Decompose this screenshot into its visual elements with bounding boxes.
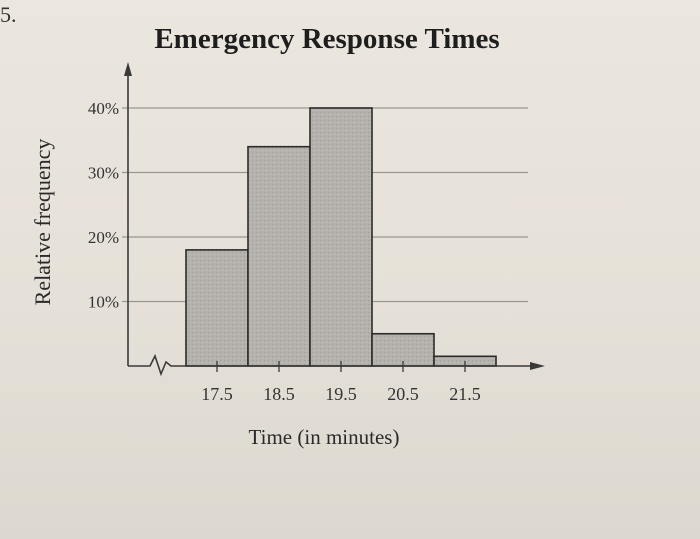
x-axis-arrow (530, 362, 545, 370)
bar-17.5 (185, 249, 249, 367)
x-ticks: 17.5 18.5 19.5 20.5 21.5 (201, 361, 481, 404)
y-axis-label: Relative frequency (30, 139, 55, 306)
x-axis-line (128, 353, 540, 377)
axes (124, 62, 545, 377)
x-tick-label-21.5: 21.5 (449, 384, 481, 404)
bar-19.5 (309, 107, 373, 367)
y-tick-label-40: 40% (88, 99, 119, 118)
x-tick-label-20.5: 20.5 (387, 384, 419, 404)
y-axis-arrow (124, 62, 132, 76)
y-tick-label-30: 30% (88, 164, 119, 183)
x-tick-label-19.5: 19.5 (325, 384, 357, 404)
bar-18.5 (247, 145, 311, 367)
x-axis-label: Time (in minutes) (249, 425, 400, 449)
chart-title: Emergency Response Times (154, 23, 499, 55)
y-tick-label-20: 20% (88, 228, 119, 247)
problem-number: 5. (0, 2, 17, 27)
x-tick-label-18.5: 18.5 (263, 384, 295, 404)
y-tick-label-10: 10% (88, 293, 119, 312)
y-ticks: 10% 20% 30% 40% (88, 99, 119, 312)
x-tick-label-17.5: 17.5 (201, 384, 233, 404)
